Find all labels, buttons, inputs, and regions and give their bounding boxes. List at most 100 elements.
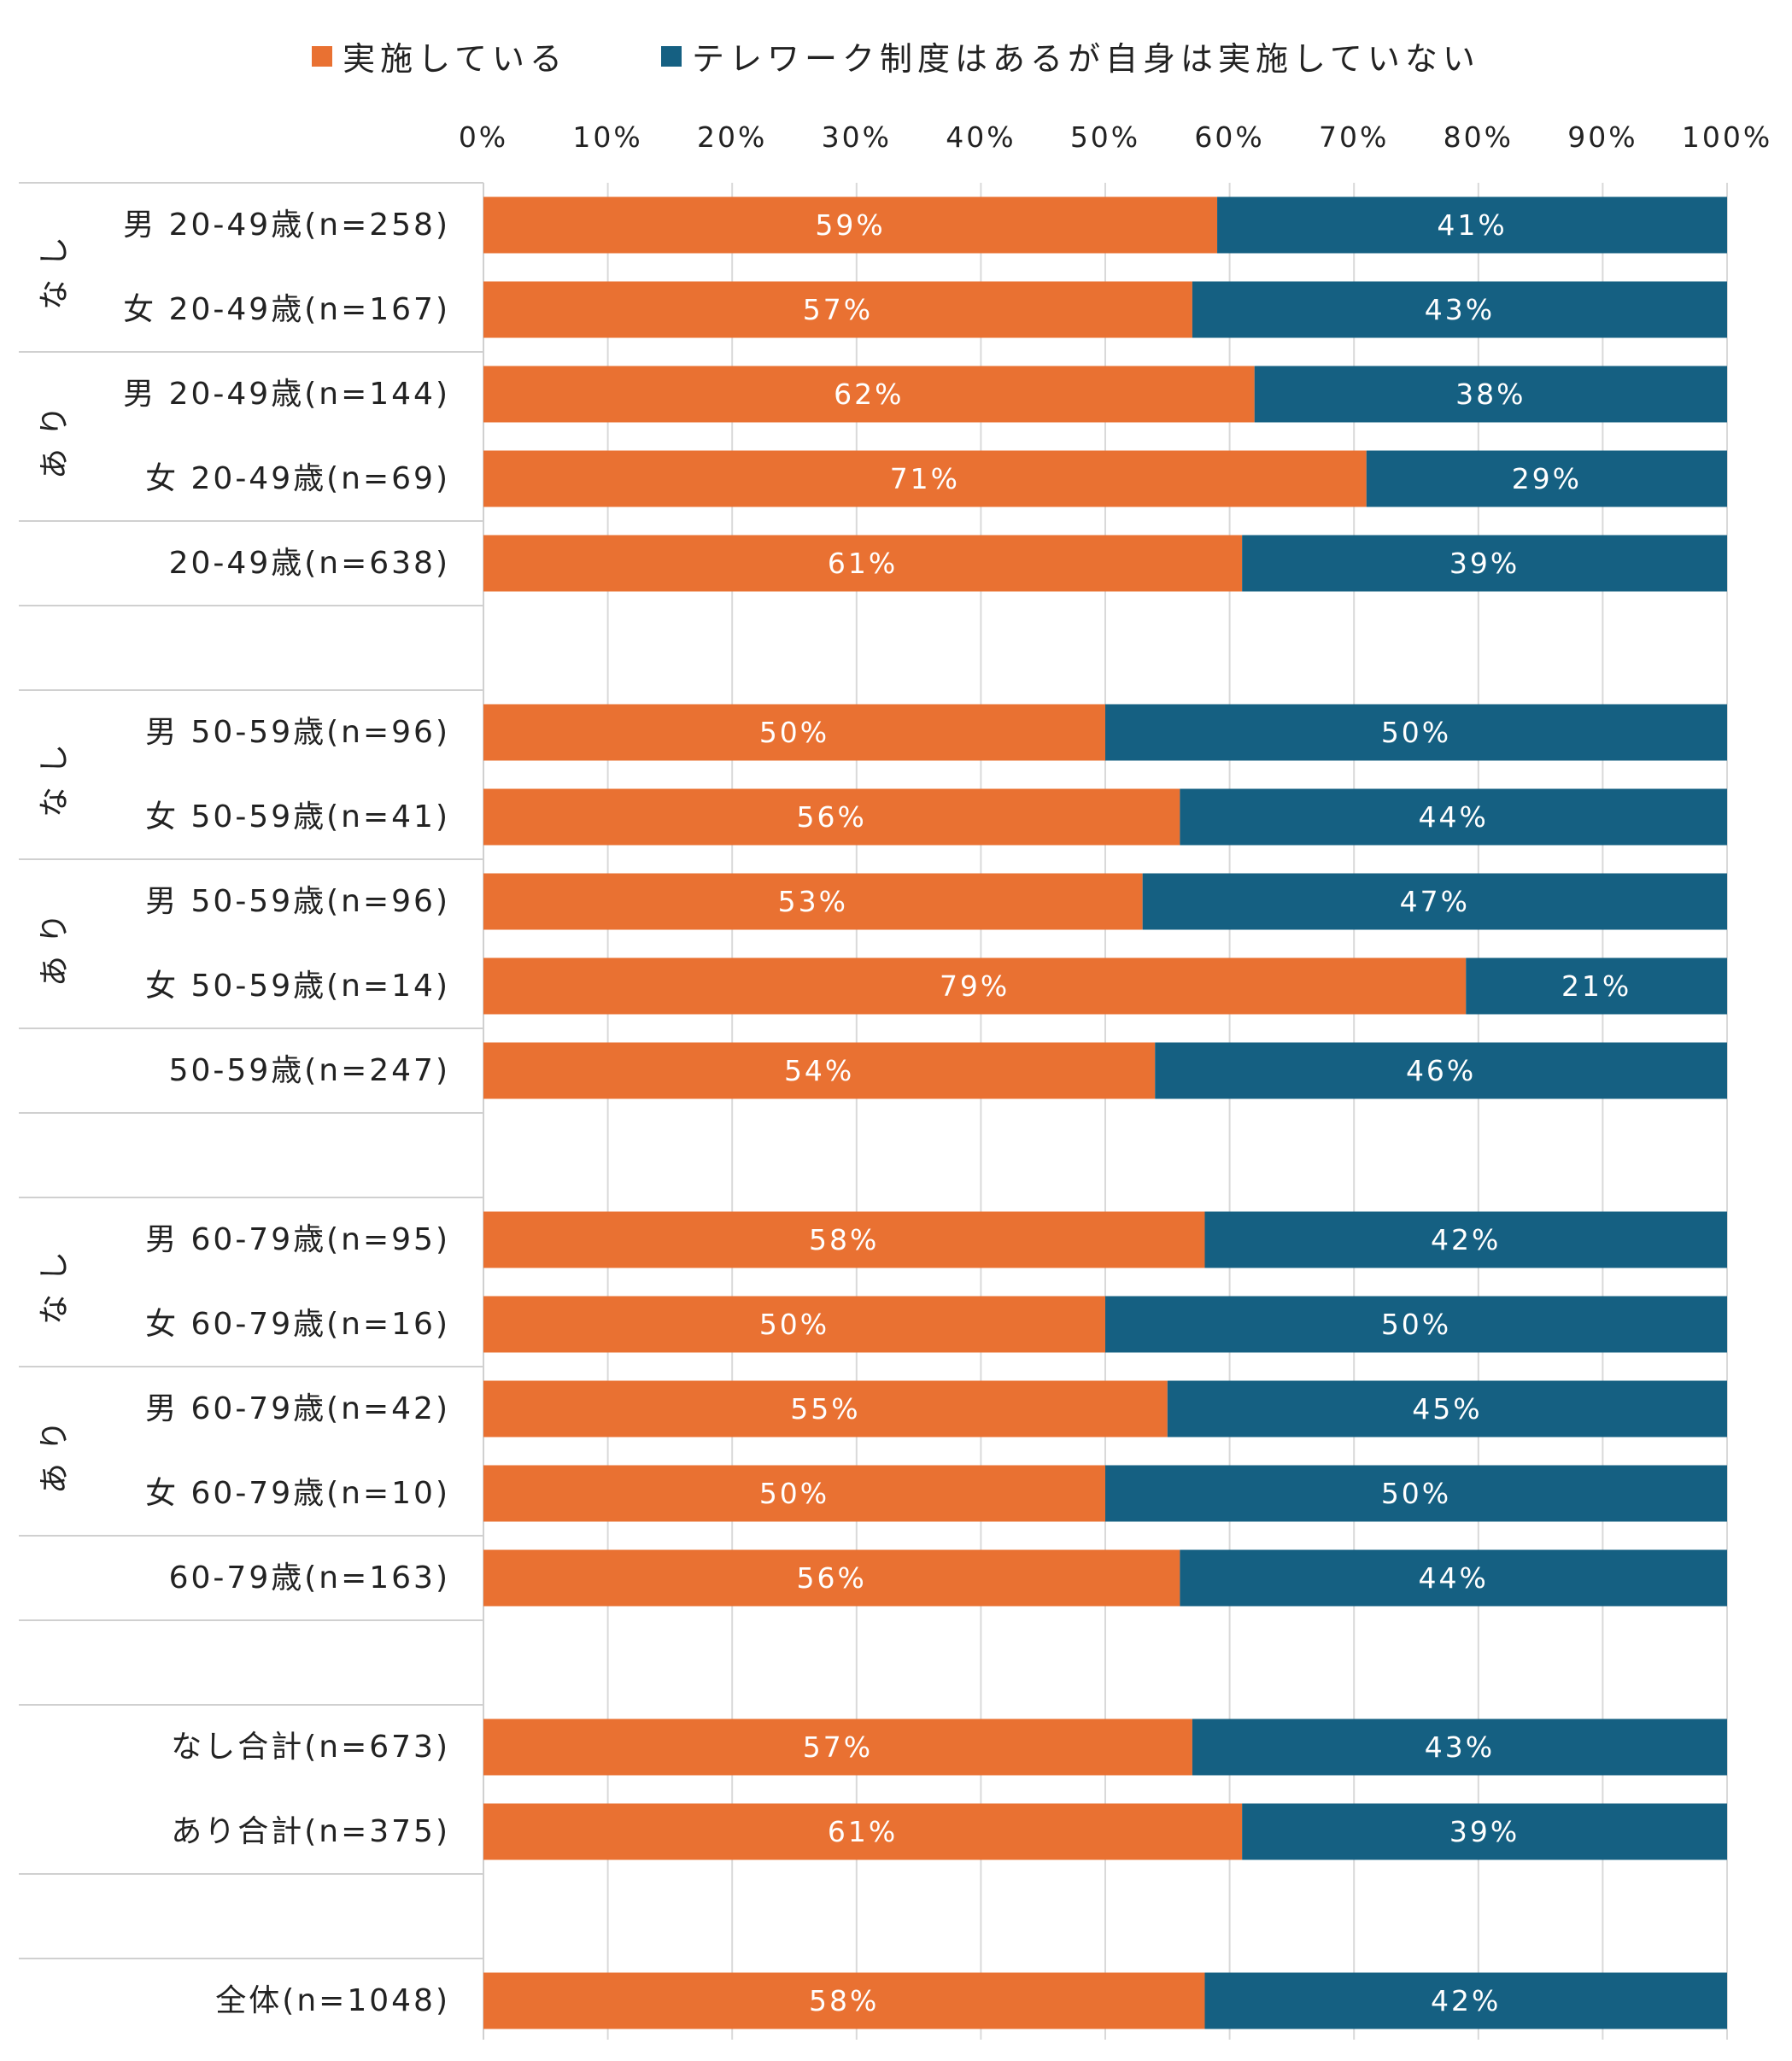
- x-tick-label: 100%: [1682, 120, 1772, 154]
- data-label-not-implemented: 44%: [1419, 800, 1489, 834]
- data-label-not-implemented: 21%: [1561, 969, 1631, 1003]
- category-label: 女 20-49歳(n=69): [145, 461, 450, 496]
- bar-implemented: [483, 281, 1192, 338]
- bar-implemented: [483, 1549, 1180, 1607]
- x-tick-label: 90%: [1567, 120, 1637, 154]
- category-label: 男 50-59歳(n=96): [145, 715, 450, 750]
- category-label: 男 20-49歳(n=258): [123, 208, 450, 243]
- category-label: 男 60-79歳(n=95): [145, 1222, 450, 1257]
- data-label-implemented: 50%: [759, 716, 829, 749]
- data-label-not-implemented: 41%: [1437, 208, 1507, 242]
- bar-not-implemented: [1105, 1465, 1727, 1522]
- x-tick-label: 70%: [1319, 120, 1389, 154]
- category-label: 20-49歳(n=638): [169, 546, 450, 581]
- data-label-implemented: 61%: [828, 547, 898, 580]
- category-label: あり合計(n=375): [171, 1814, 450, 1849]
- data-label-implemented: 57%: [803, 1730, 873, 1764]
- data-label-implemented: 54%: [784, 1054, 854, 1087]
- x-tick-label: 20%: [697, 120, 767, 154]
- data-label-implemented: 56%: [797, 800, 867, 834]
- data-label-implemented: 79%: [940, 969, 1010, 1003]
- data-label-not-implemented: 50%: [1381, 1308, 1451, 1341]
- category-label: 60-79歳(n=163): [169, 1560, 450, 1596]
- bar-not-implemented: [1180, 1549, 1727, 1607]
- bar-not-implemented: [1192, 281, 1727, 338]
- legend-swatch-implemented: [312, 45, 333, 67]
- bar-implemented: [483, 1803, 1243, 1860]
- data-label-not-implemented: 29%: [1512, 462, 1582, 495]
- bar-not-implemented: [1217, 196, 1727, 254]
- category-label: 男 20-49歳(n=144): [123, 377, 450, 412]
- x-tick-label: 0%: [459, 120, 508, 154]
- x-tick-label: 50%: [1070, 120, 1140, 154]
- data-label-implemented: 55%: [790, 1392, 860, 1426]
- group-label: あり: [38, 901, 73, 987]
- bar-implemented: [483, 1465, 1105, 1522]
- bar-not-implemented: [1142, 873, 1727, 930]
- data-label-implemented: 50%: [759, 1477, 829, 1510]
- data-label-not-implemented: 38%: [1455, 378, 1526, 411]
- data-label-not-implemented: 42%: [1431, 1223, 1501, 1256]
- category-label: 女 60-79歳(n=16): [145, 1307, 450, 1342]
- data-label-not-implemented: 43%: [1425, 293, 1495, 326]
- x-tick-label: 60%: [1194, 120, 1264, 154]
- data-label-not-implemented: 50%: [1381, 716, 1451, 749]
- data-label-implemented: 71%: [890, 462, 960, 495]
- bar-implemented: [483, 450, 1367, 507]
- legend-label-implemented: 実施している: [343, 40, 567, 78]
- group-label: あり: [38, 394, 73, 479]
- bar-implemented: [483, 1042, 1156, 1099]
- data-label-implemented: 57%: [803, 293, 873, 326]
- bar-not-implemented: [1204, 1972, 1727, 2029]
- group-label: なし: [38, 1239, 73, 1325]
- bar-implemented: [483, 873, 1143, 930]
- bar-not-implemented: [1204, 1211, 1727, 1268]
- category-label: 男 50-59歳(n=96): [145, 884, 450, 919]
- legend-item-not-implemented[interactable]: テレワーク制度はあるが自身は実施していない: [661, 32, 1480, 79]
- bar-not-implemented: [1366, 450, 1727, 507]
- bar-implemented: [483, 196, 1218, 254]
- bar-not-implemented: [1254, 366, 1727, 423]
- bar-not-implemented: [1155, 1042, 1727, 1099]
- legend-label-not-implemented: テレワーク制度はあるが自身は実施していない: [692, 40, 1480, 78]
- data-label-implemented: 58%: [809, 1984, 879, 2017]
- category-label: 全体(n=1048): [215, 1983, 450, 2018]
- data-label-not-implemented: 39%: [1449, 547, 1520, 580]
- data-label-not-implemented: 42%: [1431, 1984, 1501, 2017]
- data-label-implemented: 56%: [797, 1561, 867, 1595]
- x-tick-label: 40%: [946, 120, 1016, 154]
- category-label: 男 60-79歳(n=42): [145, 1391, 450, 1426]
- x-tick-label: 10%: [572, 120, 642, 154]
- x-tick-label: 30%: [822, 120, 892, 154]
- bar-not-implemented: [1105, 1296, 1727, 1353]
- bar-implemented: [483, 788, 1180, 846]
- bar-implemented: [483, 535, 1243, 592]
- bar-not-implemented: [1466, 957, 1727, 1015]
- data-label-implemented: 58%: [809, 1223, 879, 1256]
- bar-implemented: [483, 957, 1467, 1015]
- legend-item-implemented[interactable]: 実施している: [312, 32, 567, 79]
- group-label: あり: [38, 1408, 73, 1494]
- legend: 実施している テレワーク制度はあるが自身は実施していない: [0, 32, 1792, 79]
- data-label-implemented: 62%: [834, 378, 904, 411]
- bar-not-implemented: [1167, 1380, 1727, 1437]
- category-label: 女 20-49歳(n=167): [123, 292, 450, 327]
- data-label-not-implemented: 47%: [1400, 885, 1470, 918]
- bar-implemented: [483, 704, 1105, 761]
- legend-swatch-not-implemented: [661, 45, 682, 67]
- bar-not-implemented: [1192, 1718, 1727, 1776]
- bar-implemented: [483, 366, 1255, 423]
- data-label-implemented: 53%: [778, 885, 848, 918]
- data-label-not-implemented: 50%: [1381, 1477, 1451, 1510]
- data-label-not-implemented: 45%: [1412, 1392, 1482, 1426]
- bar-not-implemented: [1242, 1803, 1727, 1860]
- bar-not-implemented: [1242, 535, 1727, 592]
- bar-implemented: [483, 1718, 1192, 1776]
- data-label-implemented: 61%: [828, 1815, 898, 1848]
- category-label: なし合計(n=673): [171, 1730, 450, 1765]
- bar-implemented: [483, 1380, 1168, 1437]
- data-label-not-implemented: 44%: [1419, 1561, 1489, 1595]
- data-label-implemented: 50%: [759, 1308, 829, 1341]
- bar-implemented: [483, 1296, 1105, 1353]
